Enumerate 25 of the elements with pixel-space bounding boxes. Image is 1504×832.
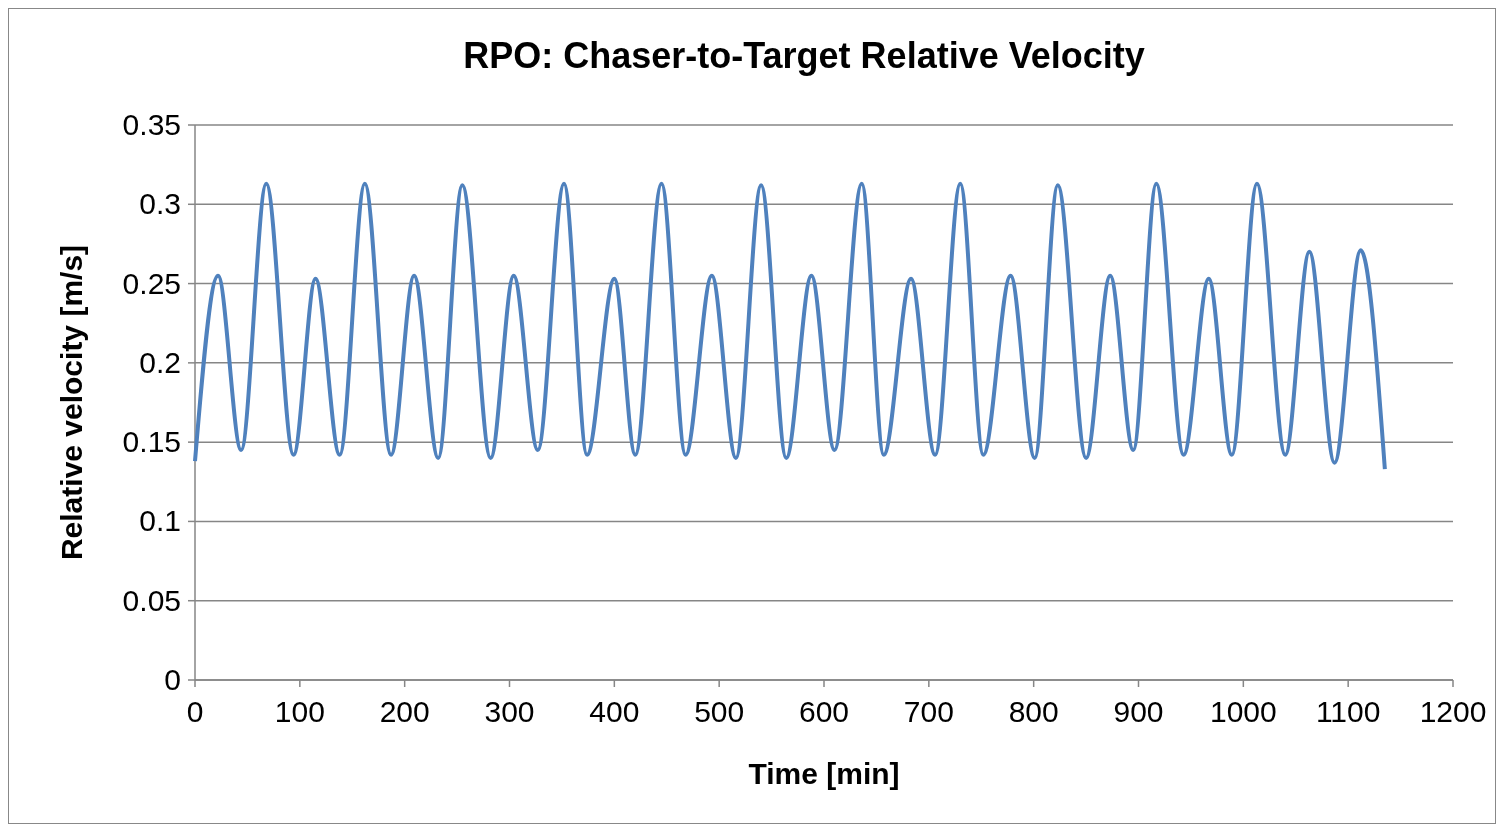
y-tick-label: 0.35	[122, 108, 181, 141]
x-tick-label: 600	[798, 695, 850, 728]
y-tick-label: 0.3	[139, 187, 181, 221]
y-tick-label: 0.05	[122, 583, 181, 617]
x-tick-label: 500	[694, 695, 745, 728]
x-tick-label: 400	[589, 695, 640, 728]
x-tick-label: 800	[1008, 695, 1059, 728]
x-tick-label: 100	[274, 695, 325, 728]
x-tick-label: 0	[186, 695, 204, 728]
x-tick-label: 1000	[1209, 695, 1277, 728]
y-axis-title: Relative velocity [m/s]	[55, 244, 88, 561]
x-tick-label: 300	[484, 695, 535, 728]
y-tick-label: 0.1	[139, 504, 181, 538]
y-tick-label: 0.15	[122, 425, 181, 459]
x-tick-label: 700	[903, 695, 954, 728]
x-axis-title: Time [min]	[748, 757, 900, 790]
x-tick-label: 1100	[1315, 695, 1381, 728]
x-tick-label: 1200	[1419, 695, 1487, 728]
chart-title: RPO: Chaser-to-Target Relative Velocity	[463, 35, 1145, 76]
x-tick-label: 200	[379, 695, 430, 728]
y-tick-label: 0.2	[139, 345, 181, 379]
line-series	[193, 181, 1387, 472]
y-tick-label: 0.25	[122, 266, 181, 300]
y-tick-label: 0	[164, 663, 181, 696]
x-tick-label: 900	[1113, 695, 1164, 728]
